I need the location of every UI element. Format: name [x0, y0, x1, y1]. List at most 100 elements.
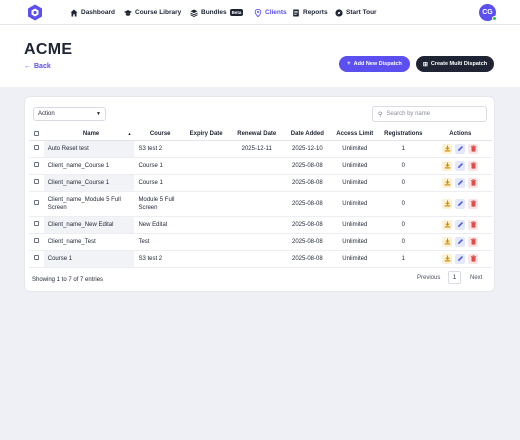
cell-renewal-date — [230, 174, 284, 192]
delete-icon[interactable] — [468, 160, 479, 171]
create-multi-dispatch-button[interactable]: ⊞ Create Multi Dispatch — [416, 56, 494, 72]
column-header-expiry-date[interactable]: Expiry Date — [181, 129, 231, 141]
edit-icon[interactable] — [455, 198, 466, 209]
column-header-name[interactable]: Name ▲ — [43, 129, 135, 141]
delete-icon[interactable] — [468, 253, 479, 264]
download-icon[interactable] — [442, 143, 453, 154]
cell-date-added: 2025-08-08 — [283, 174, 332, 192]
cell-actions — [428, 174, 492, 192]
delete-icon[interactable] — [468, 219, 479, 230]
download-icon[interactable] — [442, 219, 453, 230]
column-header-access-limit[interactable]: Access Limit — [331, 129, 378, 141]
table-header-row: Name ▲ Course Expiry Date Renewal Date Da… — [29, 129, 492, 141]
report-icon — [293, 9, 299, 16]
cell-date-added: 2025-08-08 — [283, 191, 332, 217]
layers-icon — [190, 9, 198, 17]
page-number-button[interactable]: 1 — [448, 271, 461, 284]
nav-course-library[interactable]: Course Library — [124, 0, 181, 25]
row-checkbox[interactable] — [29, 216, 44, 234]
delete-icon[interactable] — [468, 236, 479, 247]
delete-icon[interactable] — [468, 177, 479, 188]
edit-icon[interactable] — [455, 253, 466, 264]
nav-label: Course Library — [135, 9, 182, 16]
back-link[interactable]: ← Back — [24, 63, 51, 70]
cell-registrations: 1 — [378, 140, 429, 158]
table-row[interactable]: Auto Reset test S3 test 2 2025-12-11 2025-1… — [29, 140, 492, 158]
cell-expiry-date — [181, 174, 231, 192]
dispatch-table: Name ▲ Course Expiry Date Renewal Date Da… — [29, 129, 492, 268]
column-header-renewal-date[interactable]: Renewal Date — [230, 129, 284, 141]
column-header-course[interactable]: Course — [134, 129, 182, 141]
cell-registrations: 0 — [378, 157, 429, 175]
select-all-checkbox[interactable] — [29, 129, 44, 141]
cell-date-added: 2025-12-10 — [283, 140, 332, 158]
nav-bundles[interactable]: Bundles Beta — [190, 0, 244, 25]
nav-start-tour[interactable]: Start Tour — [335, 0, 377, 25]
delete-icon[interactable] — [468, 198, 479, 209]
app-logo-icon[interactable] — [27, 4, 43, 21]
cell-course: Course 1 — [134, 174, 182, 192]
row-checkbox[interactable] — [29, 174, 44, 192]
column-header-registrations[interactable]: Registrations — [378, 129, 429, 141]
cell-renewal-date — [230, 157, 284, 175]
table-row[interactable]: Course 1 S3 test 2 2025-08-08 Unlimited 1 — [29, 250, 492, 268]
cell-access-limit: Unlimited — [331, 191, 378, 217]
download-icon[interactable] — [442, 236, 453, 247]
column-header-date-added[interactable]: Date Added — [283, 129, 332, 141]
table-row[interactable]: Client_name_New Edital New Edital 2025-08-… — [29, 216, 492, 234]
cell-name: Client_name_Course 1 — [43, 174, 135, 192]
download-icon[interactable] — [442, 198, 453, 209]
cell-name: Client_name_Test — [43, 233, 135, 251]
cell-name: Client_name_Module 5 Full Screen — [43, 191, 135, 217]
location-pin-icon — [254, 8, 262, 17]
row-checkbox[interactable] — [29, 191, 44, 217]
cell-actions — [428, 233, 492, 251]
bulk-action-select[interactable]: Action ▼ — [33, 107, 106, 121]
add-new-dispatch-button[interactable]: + Add New Dispatch — [339, 56, 410, 72]
cell-name: Client_name_Course 1 — [43, 157, 135, 175]
dispatch-table-card: Action ▼ ⚲ Search by name Name ▲ Course E… — [24, 96, 495, 292]
cell-expiry-date — [181, 191, 231, 217]
cell-course: Test — [134, 233, 182, 251]
table-row[interactable]: Client_name_Module 5 Full Screen Module 5… — [29, 191, 492, 217]
download-icon[interactable] — [442, 253, 453, 264]
user-avatar[interactable]: CG — [479, 4, 497, 21]
table-row[interactable]: Client_name_Course 1 Course 1 2025-08-08 Un… — [29, 174, 492, 192]
download-icon[interactable] — [442, 177, 453, 188]
arrow-left-icon: ← — [24, 63, 31, 70]
table-row[interactable]: Client_name_Course 1 Course 1 2025-08-08 Un… — [29, 157, 492, 175]
cell-registrations: 1 — [378, 250, 429, 268]
cell-course: New Edital — [134, 216, 182, 234]
cell-actions — [428, 140, 492, 158]
nav-clients[interactable]: Clients — [254, 0, 287, 25]
row-checkbox[interactable] — [29, 233, 44, 251]
download-icon[interactable] — [442, 160, 453, 171]
cell-renewal-date — [230, 191, 284, 217]
row-checkbox[interactable] — [29, 157, 44, 175]
nav-dashboard[interactable]: Dashboard — [70, 0, 115, 25]
edit-icon[interactable] — [455, 236, 466, 247]
search-input[interactable]: ⚲ Search by name — [372, 106, 487, 122]
cell-registrations: 0 — [378, 191, 429, 217]
edit-icon[interactable] — [455, 143, 466, 154]
cell-expiry-date — [181, 140, 231, 158]
nav-label: Bundles — [201, 9, 227, 16]
edit-icon[interactable] — [455, 160, 466, 171]
nav-reports[interactable]: Reports — [292, 0, 328, 25]
multi-dispatch-label: Create Multi Dispatch — [430, 61, 488, 67]
cell-course: S3 test 2 — [134, 140, 182, 158]
edit-icon[interactable] — [455, 177, 466, 188]
cell-access-limit: Unlimited — [331, 250, 378, 268]
multi-dispatch-icon: ⊞ — [422, 61, 428, 68]
cell-access-limit: Unlimited — [331, 157, 378, 175]
cell-course: S3 test 2 — [134, 250, 182, 268]
delete-icon[interactable] — [468, 143, 479, 154]
edit-icon[interactable] — [455, 219, 466, 230]
row-checkbox[interactable] — [29, 250, 44, 268]
next-page-button[interactable]: Next — [470, 274, 483, 281]
previous-page-button[interactable]: Previous — [417, 274, 441, 281]
cell-access-limit: Unlimited — [331, 216, 378, 234]
table-row[interactable]: Client_name_Test Test 2025-08-08 Unlimited 0 — [29, 233, 492, 251]
row-checkbox[interactable] — [29, 140, 44, 158]
home-icon — [70, 9, 78, 16]
